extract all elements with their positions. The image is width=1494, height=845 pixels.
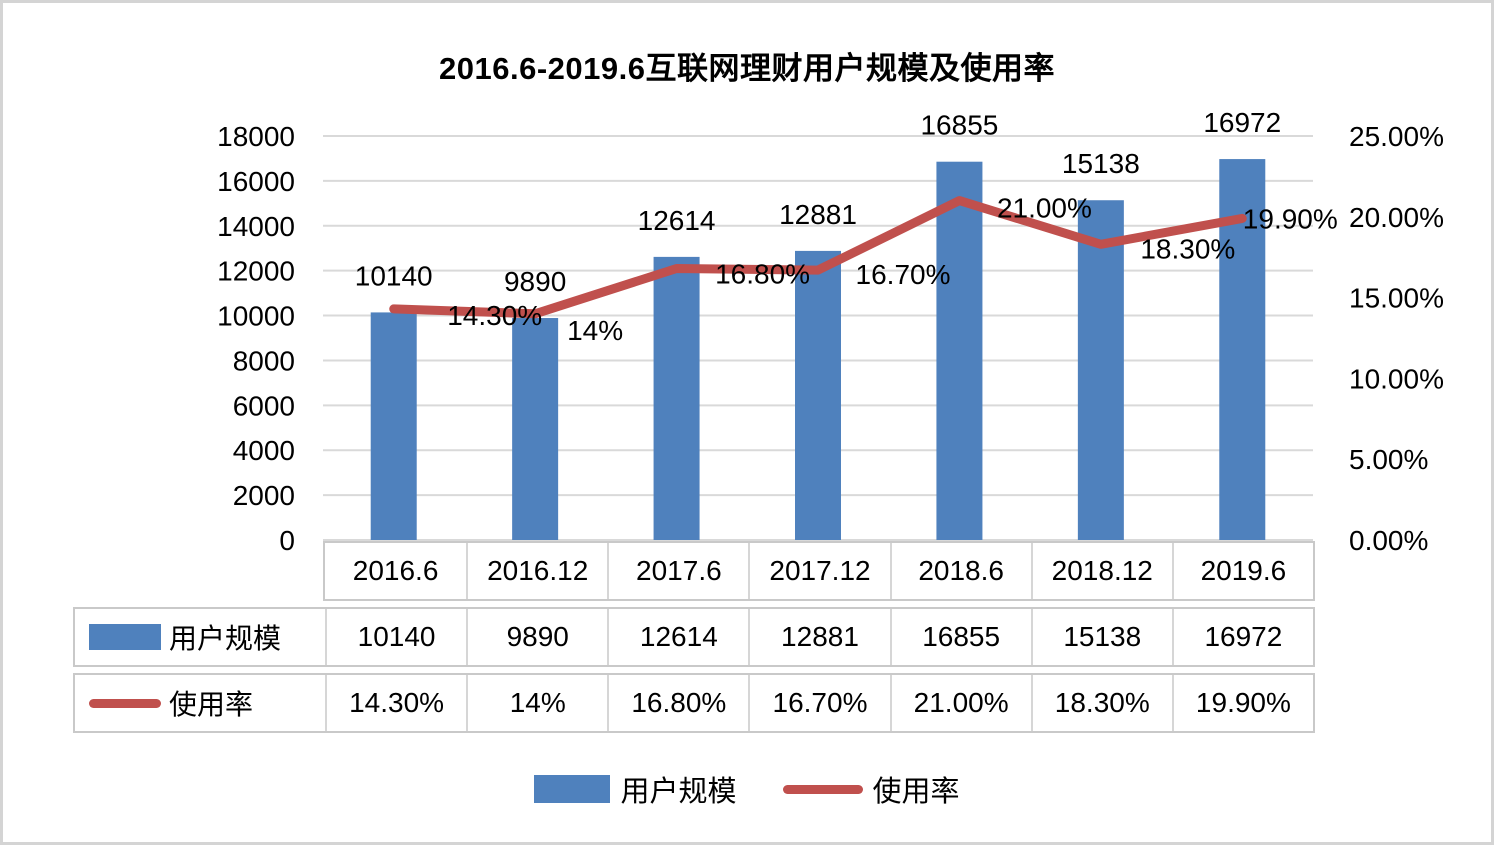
- legend-item: 用户规模: [534, 768, 737, 810]
- bar-data-label: 12881: [779, 199, 857, 230]
- bars-series: [370, 159, 1266, 541]
- table-value-cell: 10140: [325, 609, 466, 665]
- category-label: 2017.6: [607, 543, 748, 599]
- series-key: 使用率: [75, 675, 325, 731]
- axis-tick-label-left: 14000: [217, 211, 295, 242]
- bar-labels: 10140 9890 12614 12881 16855 15138 16972: [355, 107, 1281, 297]
- legend-label: 使用率: [872, 776, 960, 808]
- bar: [936, 161, 983, 540]
- table-value-cell: 9890: [466, 609, 607, 665]
- bar-data-label: 9890: [504, 266, 566, 297]
- axis-tick-label-left: 12000: [217, 256, 295, 287]
- table-value-cell: 21.00%: [889, 675, 1031, 731]
- plot-area: 0 2000 4000 6000 8000 10000 12000 14000 16000 180…: [217, 107, 1444, 556]
- line-data-label: 18.30%: [1140, 233, 1235, 264]
- line-data-label: 14.30%: [447, 300, 542, 331]
- bar: [370, 312, 417, 540]
- category-label: 2018.6: [889, 543, 1031, 599]
- bar-data-label: 16855: [920, 110, 998, 141]
- axis-tick-label-left: 10000: [217, 301, 295, 332]
- bar-series-swatch: [89, 624, 161, 650]
- data-table-row-users: 用户规模 10140 9890 12614 12881 16855 15138 16972: [73, 607, 1315, 667]
- table-value-cell: 12881: [748, 609, 889, 665]
- category-label: 2019.6: [1171, 543, 1313, 599]
- category-label: 2016.12: [466, 543, 607, 599]
- right-axis-labels: 0.00% 5.00% 10.00% 15.00% 20.00% 25.00%: [1349, 121, 1444, 556]
- bar-data-label: 16972: [1203, 107, 1281, 138]
- line-data-label: 14%: [567, 315, 623, 346]
- bar: [653, 256, 700, 540]
- axis-tick-label-left: 0: [279, 525, 295, 556]
- table-value-cell: 16972: [1171, 609, 1313, 665]
- legend-item: 使用率: [782, 768, 960, 810]
- series-name: 使用率: [169, 689, 254, 720]
- chart-title: 2016.6-2019.6互联网理财用户规模及使用率: [439, 51, 1055, 86]
- table-value-cell: 18.30%: [1030, 675, 1172, 731]
- bar-data-label: 10140: [355, 260, 433, 291]
- bar-data-label: 15138: [1062, 148, 1140, 179]
- table-value-cell: 12614: [607, 609, 748, 665]
- category-label: 2016.6: [352, 555, 439, 586]
- data-table-row-usage: 使用率 14.30% 14% 16.80% 16.70% 21.00% 18.30% 19.9…: [73, 673, 1315, 733]
- bar: [512, 318, 559, 540]
- table-value-cell: 19.90%: [1171, 675, 1313, 731]
- table-value-cell: 15138: [1030, 609, 1172, 665]
- table-value-cell: 16855: [889, 609, 1031, 665]
- axis-tick-label-right: 15.00%: [1349, 283, 1444, 314]
- axis-tick-label-right: 20.00%: [1349, 202, 1444, 233]
- line-data-label: 21.00%: [997, 193, 1092, 224]
- line-data-label: 16.80%: [715, 259, 810, 290]
- line-series-swatch: [89, 698, 161, 708]
- legend-bar-swatch: [534, 775, 611, 803]
- legend-line-swatch: [782, 784, 863, 794]
- line-data-label: 19.90%: [1243, 203, 1338, 234]
- axis-tick-label-left: 6000: [233, 390, 295, 421]
- series-name: 用户规模: [169, 623, 282, 654]
- axis-tick-label-left: 18000: [217, 121, 295, 152]
- chart-legend: 用户规模 使用率: [3, 761, 1491, 817]
- table-value-cell: 14%: [466, 675, 607, 731]
- category-label: 2018.12: [1030, 543, 1172, 599]
- axis-tick-label-left: 2000: [233, 480, 295, 511]
- axis-tick-label-left: 4000: [233, 435, 295, 466]
- line-labels: 14.30% 14% 16.80% 16.70% 21.00% 18.30% 19.90%: [447, 193, 1338, 346]
- series-key: 用户规模: [75, 609, 325, 665]
- axis-tick-label-right: 10.00%: [1349, 363, 1444, 394]
- axis-tick-label-left: 16000: [217, 166, 295, 197]
- bar: [1077, 200, 1124, 540]
- line-data-label: 16.70%: [856, 259, 951, 290]
- category-axis-row: 2016.6 2016.12 2017.6 2017.12 2018.6 2018.12 2…: [323, 541, 1315, 601]
- table-value-cell: 16.80%: [607, 675, 748, 731]
- axis-tick-label-right: 5.00%: [1349, 444, 1428, 475]
- axis-tick-label-left: 8000: [233, 345, 295, 376]
- left-axis-labels: 0 2000 4000 6000 8000 10000 12000 14000 16000 180…: [217, 121, 295, 556]
- axis-tick-label-right: 25.00%: [1349, 121, 1444, 152]
- usage-rate-line: [389, 196, 1247, 319]
- category-label: 2017.12: [748, 543, 889, 599]
- bar-data-label: 12614: [638, 205, 716, 236]
- axis-tick-label-right: 0.00%: [1349, 525, 1428, 556]
- table-value-cell: 16.70%: [748, 675, 889, 731]
- legend-label: 用户规模: [620, 776, 737, 808]
- bar: [795, 250, 841, 540]
- table-value-cell: 14.30%: [325, 675, 466, 731]
